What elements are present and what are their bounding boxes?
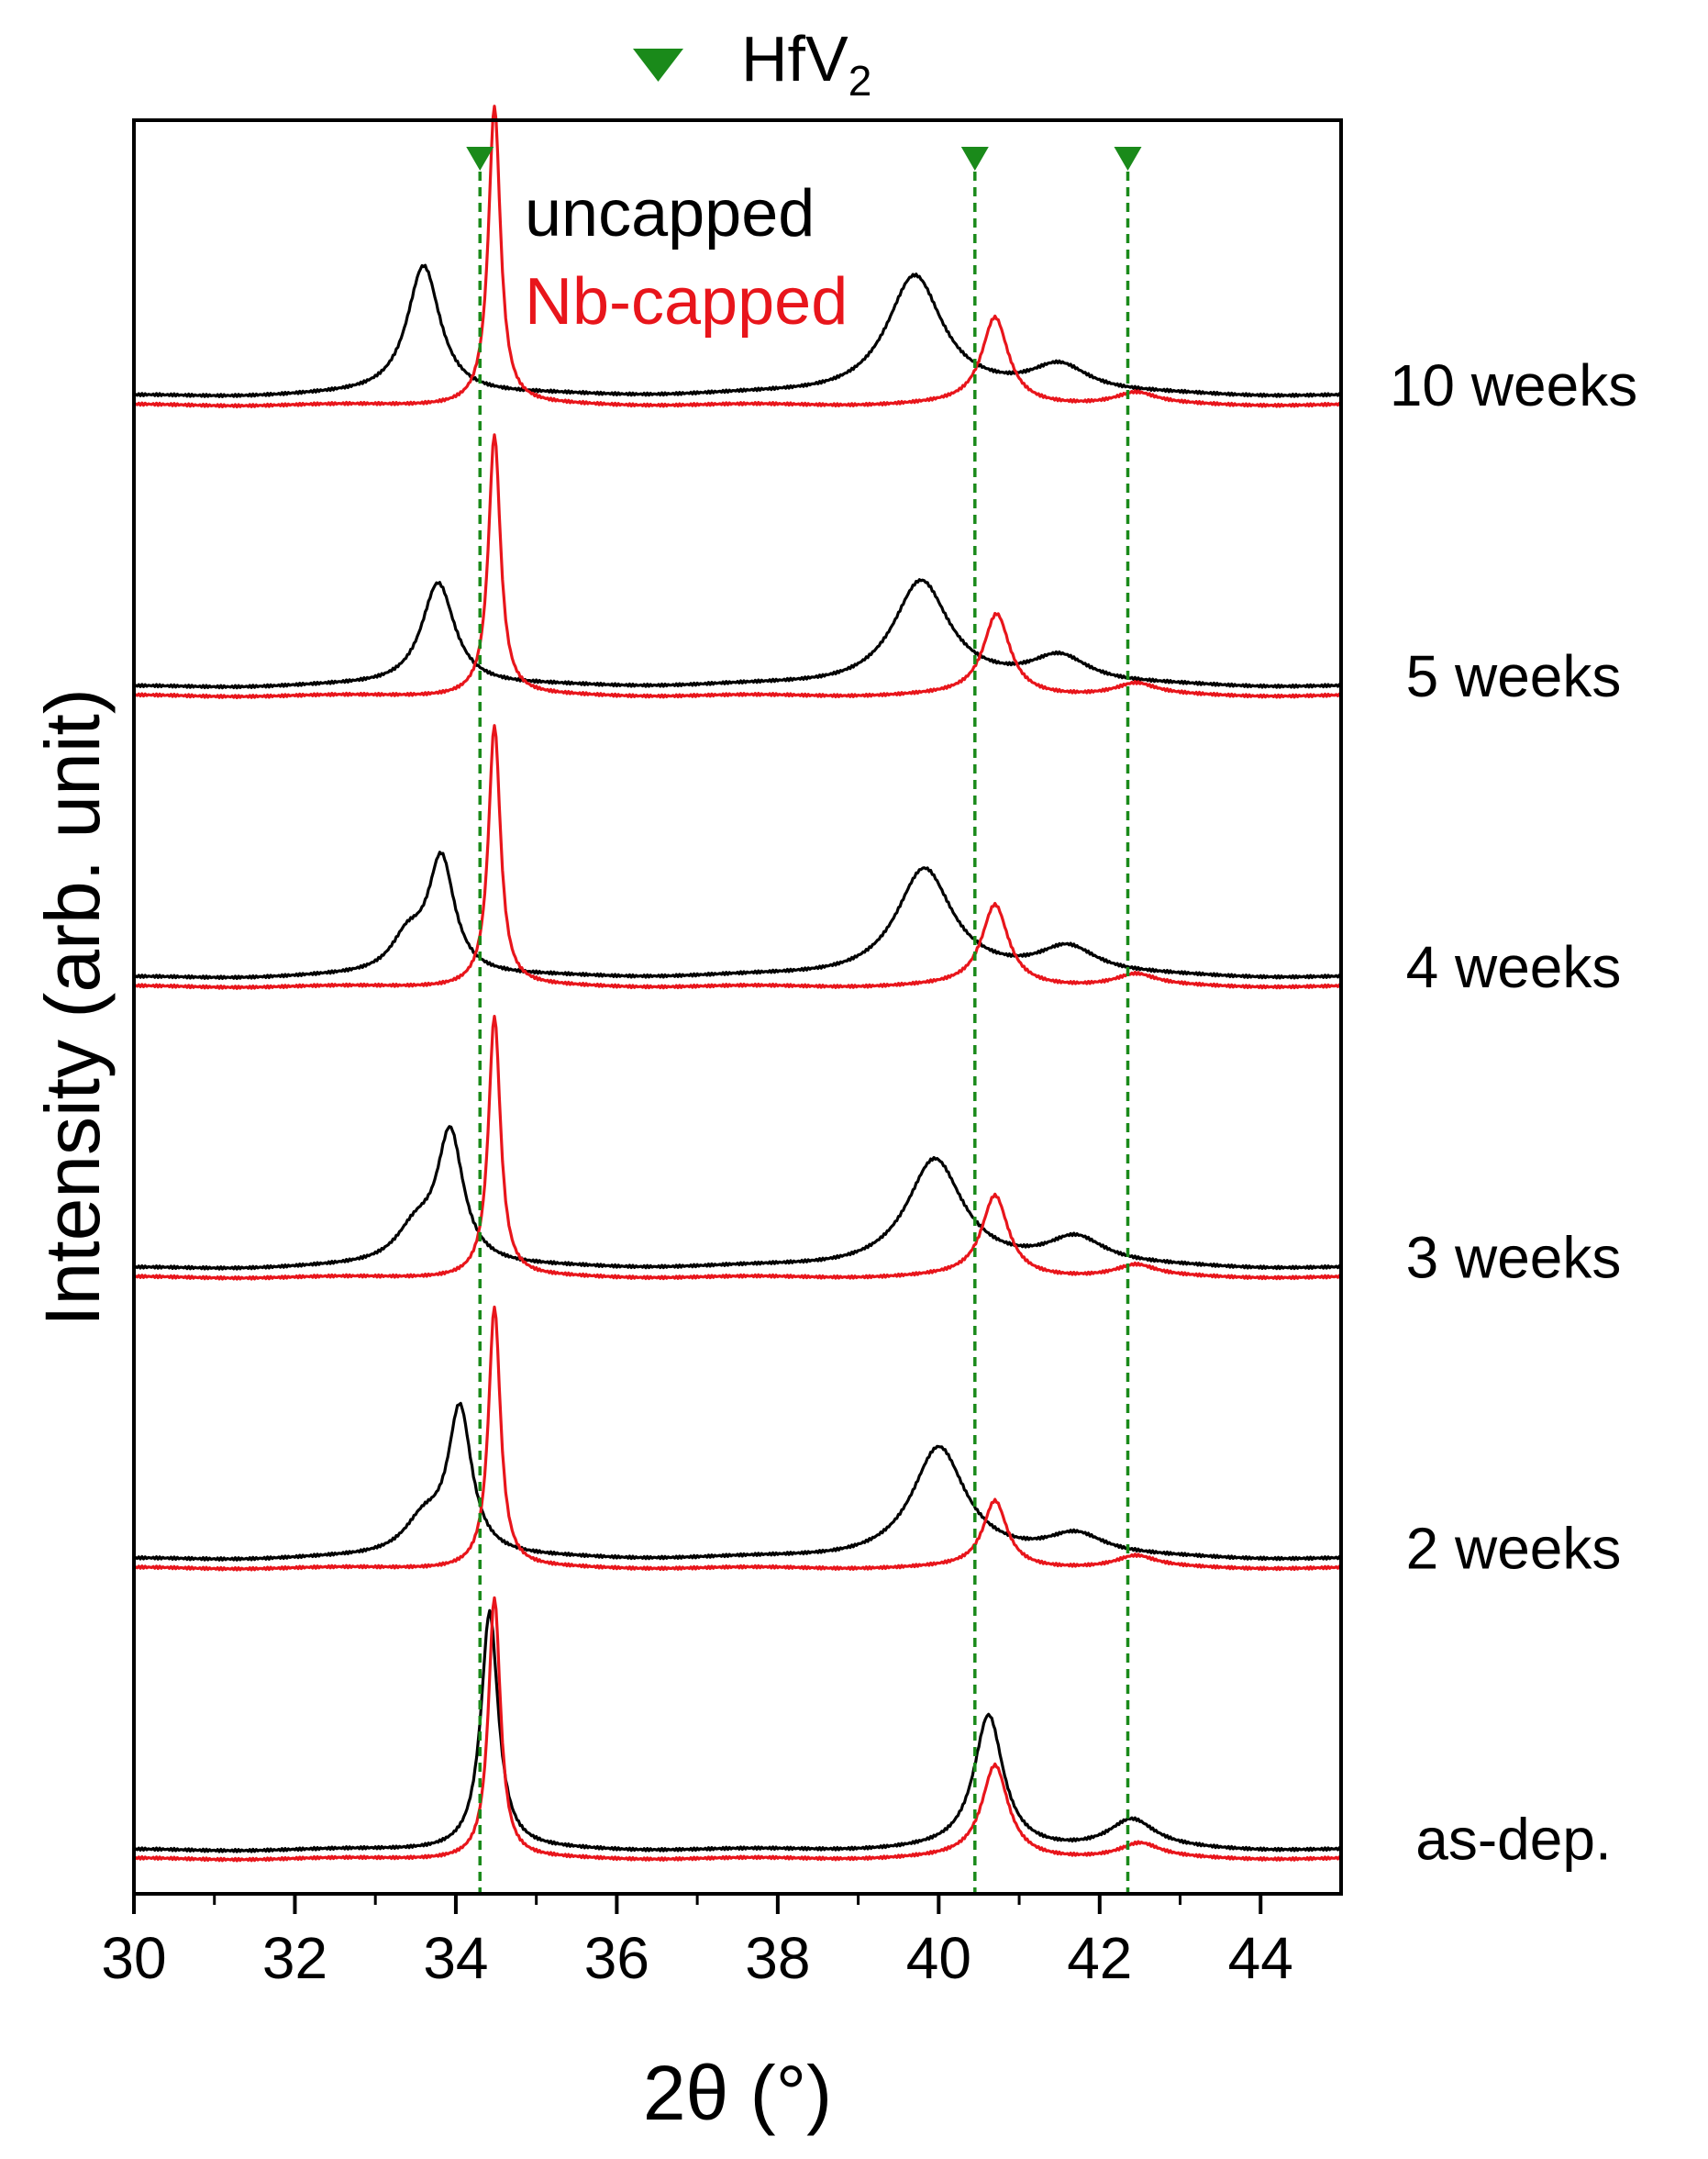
series-label-3-weeks: 3 weeks (1406, 1225, 1622, 1291)
trace-uncapped-2-weeks (133, 1401, 1343, 1562)
trace-nb-capped-5-weeks (133, 433, 1343, 699)
hfv2-ref-marker-2 (960, 147, 989, 171)
trace-uncapped-10-weeks (133, 263, 1343, 398)
x-tick-label-42: 42 (1067, 1925, 1132, 1991)
x-tick-label-38: 38 (745, 1925, 810, 1991)
legend-nb-capped: Nb-capped (525, 265, 848, 339)
axes-layer: 30 32 34 36 38 40 42 44 (101, 1894, 1293, 1991)
plot-frame (132, 118, 1343, 1896)
hfv2-label: HfV2 (741, 23, 871, 105)
y-axis-title: Intensity (arb. unit) (29, 688, 116, 1327)
trace-nb-capped-4-weeks (133, 724, 1343, 990)
traces-layer (133, 105, 1343, 1863)
x-tick-label-32: 32 (262, 1925, 327, 1991)
trace-uncapped-5-weeks (133, 578, 1343, 690)
trace-nb-capped-as-dep (133, 1596, 1343, 1863)
reference-lines-layer (466, 147, 1142, 1894)
x-axis-title: 2θ (°) (643, 2050, 832, 2136)
trace-nb-capped-2-weeks (133, 1305, 1343, 1572)
x-tick-label-44: 44 (1228, 1925, 1293, 1991)
trace-uncapped-3-weeks (133, 1125, 1343, 1271)
trace-nb-capped-10-weeks (133, 105, 1343, 409)
x-tick-label-34: 34 (423, 1925, 488, 1991)
series-label-as-dep: as-dep. (1415, 1806, 1611, 1872)
x-tick-label-30: 30 (101, 1925, 166, 1991)
hfv2-ref-marker-1 (466, 147, 494, 171)
trace-uncapped-4-weeks (133, 851, 1343, 980)
hfv2-label-subscript: 2 (848, 57, 872, 105)
series-label-5-weeks: 5 weeks (1406, 643, 1622, 709)
series-label-10-weeks: 10 weeks (1390, 352, 1637, 418)
series-label-2-weeks: 2 weeks (1406, 1516, 1622, 1582)
x-tick-label-40: 40 (906, 1925, 971, 1991)
hfv2-ref-marker-3 (1114, 147, 1142, 171)
trace-uncapped-as-dep (133, 1608, 1343, 1853)
trace-nb-capped-3-weeks (133, 1015, 1343, 1281)
legend-uncapped: uncapped (525, 177, 815, 250)
hfv2-marker (633, 49, 683, 82)
x-tick-label-36: 36 (584, 1925, 649, 1991)
series-labels-layer: as-dep. 2 weeks 3 weeks 4 weeks 5 weeks 10 we… (1390, 352, 1637, 1872)
hfv2-header: HfV2 (633, 23, 871, 105)
hfv2-label-main: HfV (741, 23, 848, 95)
series-label-4-weeks: 4 weeks (1406, 934, 1622, 1000)
